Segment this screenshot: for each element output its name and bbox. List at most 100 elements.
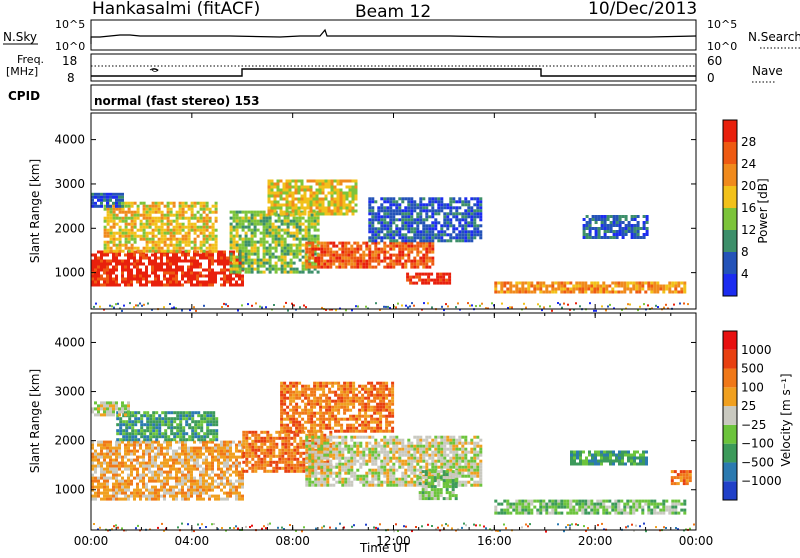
data-cell [422,227,425,230]
data-cell [106,401,109,404]
data-cell [260,265,263,268]
data-cell [205,459,208,462]
data-cell [146,417,149,420]
freq-tick-top: 18 [62,54,77,68]
data-cell [413,230,416,233]
data-cell [122,429,125,432]
data-cell [214,486,217,489]
data-cell [103,480,106,483]
data-cell [283,186,286,189]
data-cell [131,226,134,229]
data-cell [347,257,350,260]
data-cell [280,427,283,430]
data-cell [299,226,302,229]
data-cell [97,489,100,492]
data-cell [434,209,437,212]
data-cell [203,417,206,420]
ground-scatter-cell [117,303,119,305]
data-cell [251,265,254,268]
data-cell [103,483,106,486]
data-cell [151,477,154,480]
data-cell [226,471,229,474]
data-cell [184,447,187,450]
data-cell [449,212,452,215]
data-cell [289,385,292,388]
ground-scatter-cell [471,304,473,306]
data-cell [206,202,209,205]
ground-scatter-cell [629,304,631,306]
data-cell [445,273,448,276]
data-cell [344,257,347,260]
data-cell [263,467,266,470]
data-cell [118,453,121,456]
data-cell [431,200,434,203]
data-cell [548,291,551,294]
data-cell [266,434,269,437]
data-cell [322,210,325,213]
data-cell [427,273,430,276]
data-cell [169,272,172,275]
data-cell [214,474,217,477]
data-cell [124,489,127,492]
y-tick-label: 1000 [54,266,85,280]
data-cell [209,235,212,238]
data-cell [233,268,236,271]
data-cell [187,453,190,456]
data-cell [334,406,337,409]
data-cell [241,498,244,501]
data-cell [193,263,196,266]
data-cell [313,382,316,385]
data-cell [137,438,140,441]
colorbar-swatch [723,164,737,186]
data-cell [275,244,278,247]
data-cell [263,223,266,226]
data-cell [371,209,374,212]
data-cell [299,229,302,232]
ground-scatter-cell [609,304,611,306]
data-cell [275,226,278,229]
data-cell [313,391,316,394]
data-cell [112,462,115,465]
data-cell [479,212,482,215]
data-cell [146,205,149,208]
data-cell [364,397,367,400]
data-cell [274,186,277,189]
data-cell [286,424,289,427]
data-cell [187,281,190,284]
data-cell [196,254,199,257]
data-cell [437,209,440,212]
data-cell [251,431,254,434]
data-cell [215,202,218,205]
data-cell [109,447,112,450]
data-cell [296,247,299,250]
data-cell [208,269,211,272]
data-cell [358,385,361,388]
data-cell [326,266,329,269]
data-cell [626,288,629,291]
data-cell [118,202,121,205]
data-cell [434,200,437,203]
data-cell [172,495,175,498]
data-cell [100,254,103,257]
data-cell [217,477,220,480]
data-cell [260,238,263,241]
data-cell [187,278,190,281]
data-cell [281,437,284,440]
data-cell [622,230,625,233]
data-cell [332,260,335,263]
data-cell [149,423,152,426]
data-cell [416,266,419,269]
data-cell [122,229,125,232]
data-cell [178,284,181,287]
data-cell [97,257,100,260]
data-cell [121,199,124,202]
data-cell [305,220,308,223]
data-cell [473,236,476,239]
data-cell [298,180,301,183]
data-cell [190,269,193,272]
data-cell [340,189,343,192]
data-cell [194,202,197,205]
data-cell [175,474,178,477]
data-cell [374,239,377,242]
data-cell [620,291,623,294]
